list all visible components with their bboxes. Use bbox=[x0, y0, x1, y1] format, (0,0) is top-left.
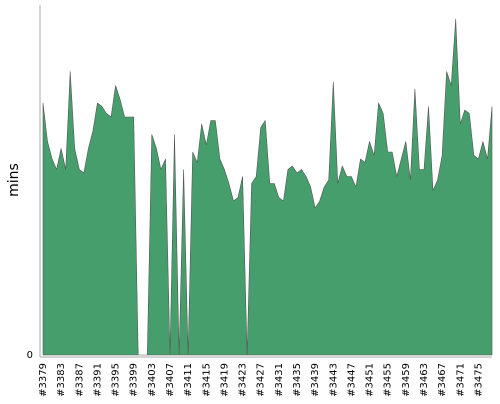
x-tick-label: #3447 bbox=[346, 363, 357, 397]
x-tick-label: #3471 bbox=[455, 363, 466, 397]
x-tick-label: #3439 bbox=[310, 363, 321, 397]
x-tick-label: #3459 bbox=[401, 363, 412, 397]
area bbox=[42, 18, 493, 356]
x-tick-label: #3387 bbox=[74, 363, 85, 397]
x-tick-label: #3383 bbox=[56, 363, 67, 397]
y-axis-label: mins bbox=[6, 163, 22, 197]
x-tick-label: #3451 bbox=[365, 363, 376, 397]
x-tick-label: #3395 bbox=[111, 363, 122, 397]
x-tick-label: #3379 bbox=[38, 363, 49, 397]
x-tick-label: #3427 bbox=[256, 363, 267, 397]
x-tick-label: #3431 bbox=[274, 363, 285, 397]
x-tick-label: #3455 bbox=[383, 363, 394, 397]
x-tick-label: #3391 bbox=[92, 363, 103, 397]
y-tick-label: 0 bbox=[27, 350, 33, 361]
x-tick-label: #3419 bbox=[219, 363, 230, 397]
x-tick-label: #3467 bbox=[437, 363, 448, 397]
x-tick-label: #3463 bbox=[419, 363, 430, 397]
x-tick-label: #3415 bbox=[201, 363, 212, 397]
x-tick-label: #3411 bbox=[183, 363, 194, 397]
x-tick-label: #3435 bbox=[292, 363, 303, 397]
x-tick-label: #3399 bbox=[129, 363, 140, 397]
x-tick-label: #3475 bbox=[473, 363, 484, 397]
x-tick-label: #3443 bbox=[328, 363, 339, 397]
x-tick-label: #3403 bbox=[147, 363, 158, 397]
x-tick-label: #3407 bbox=[165, 363, 176, 397]
x-tick-label: #3423 bbox=[238, 363, 249, 397]
